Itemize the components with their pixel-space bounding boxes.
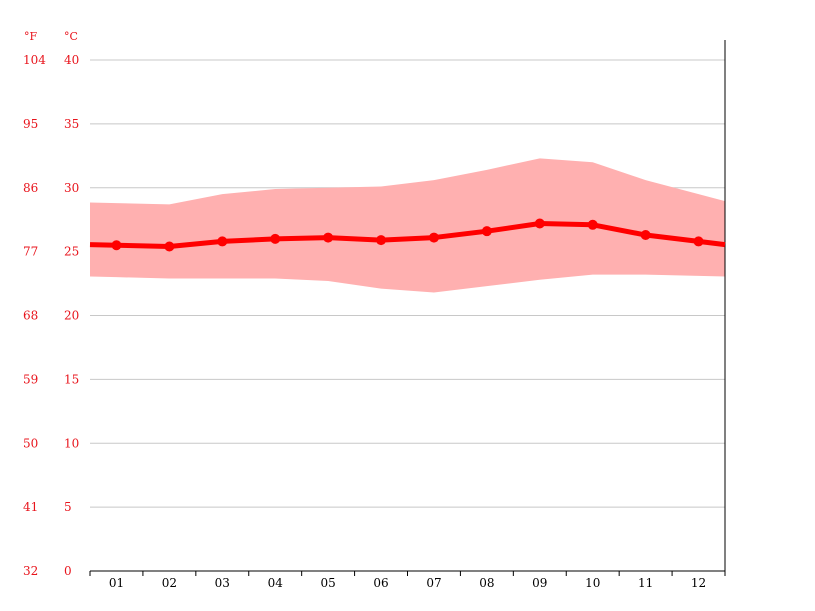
average-temperature-point [428, 232, 439, 243]
y-tick-label-c: 0 [64, 564, 72, 578]
average-temperature-point [640, 230, 651, 241]
y-tick-label-c: 20 [64, 309, 79, 323]
y-tick-label-f: 41 [23, 500, 38, 514]
y-tick-label-f: 77 [23, 245, 38, 259]
y-tick-label-f: 59 [23, 372, 38, 386]
average-temperature-point [376, 235, 387, 246]
y-tick-label-c: 40 [64, 53, 79, 67]
x-tick-label: 01 [109, 576, 124, 590]
unit-celsius-label: °C [64, 30, 78, 43]
average-temperature-point [164, 241, 175, 252]
x-tick-label: 11 [638, 576, 653, 590]
x-tick-label: 09 [532, 576, 547, 590]
average-temperature-line [89, 221, 726, 250]
y-tick-label-c: 15 [64, 372, 79, 386]
average-temperature-point [693, 236, 704, 247]
average-temperature-point [587, 219, 598, 230]
y-tick-label-c: 5 [64, 500, 72, 514]
x-tick-label: 08 [479, 576, 494, 590]
y-tick-label-c: 25 [64, 245, 79, 259]
average-temperature-point [111, 240, 122, 251]
unit-fahrenheit-label: °F [24, 30, 38, 43]
x-tick-label: 05 [320, 576, 335, 590]
x-tick-label: 12 [691, 576, 706, 590]
y-tick-label-f: 32 [23, 564, 38, 578]
average-temperature-point [534, 218, 545, 229]
x-tick-label: 03 [215, 576, 230, 590]
y-tick-label-c: 35 [64, 117, 79, 131]
y-tick-label-f: 95 [23, 117, 38, 131]
x-tick-label: 06 [373, 576, 388, 590]
y-tick-label-f: 86 [23, 181, 38, 195]
average-temperature-point [270, 233, 281, 244]
y-tick-label-f: 50 [23, 436, 38, 450]
x-tick-label: 02 [162, 576, 177, 590]
y-tick-label-c: 30 [64, 181, 79, 195]
average-temperature-point [481, 226, 492, 237]
average-temperature-point [323, 232, 334, 243]
temperature-range-band [90, 158, 725, 293]
x-tick-label: 07 [426, 576, 441, 590]
average-temperature-point [217, 236, 228, 247]
y-tick-label-f: 68 [23, 309, 38, 323]
x-tick-label: 10 [585, 576, 600, 590]
x-tick-label: 04 [268, 576, 284, 590]
y-tick-label-f: 104 [23, 53, 46, 67]
y-tick-label-c: 10 [64, 436, 79, 450]
